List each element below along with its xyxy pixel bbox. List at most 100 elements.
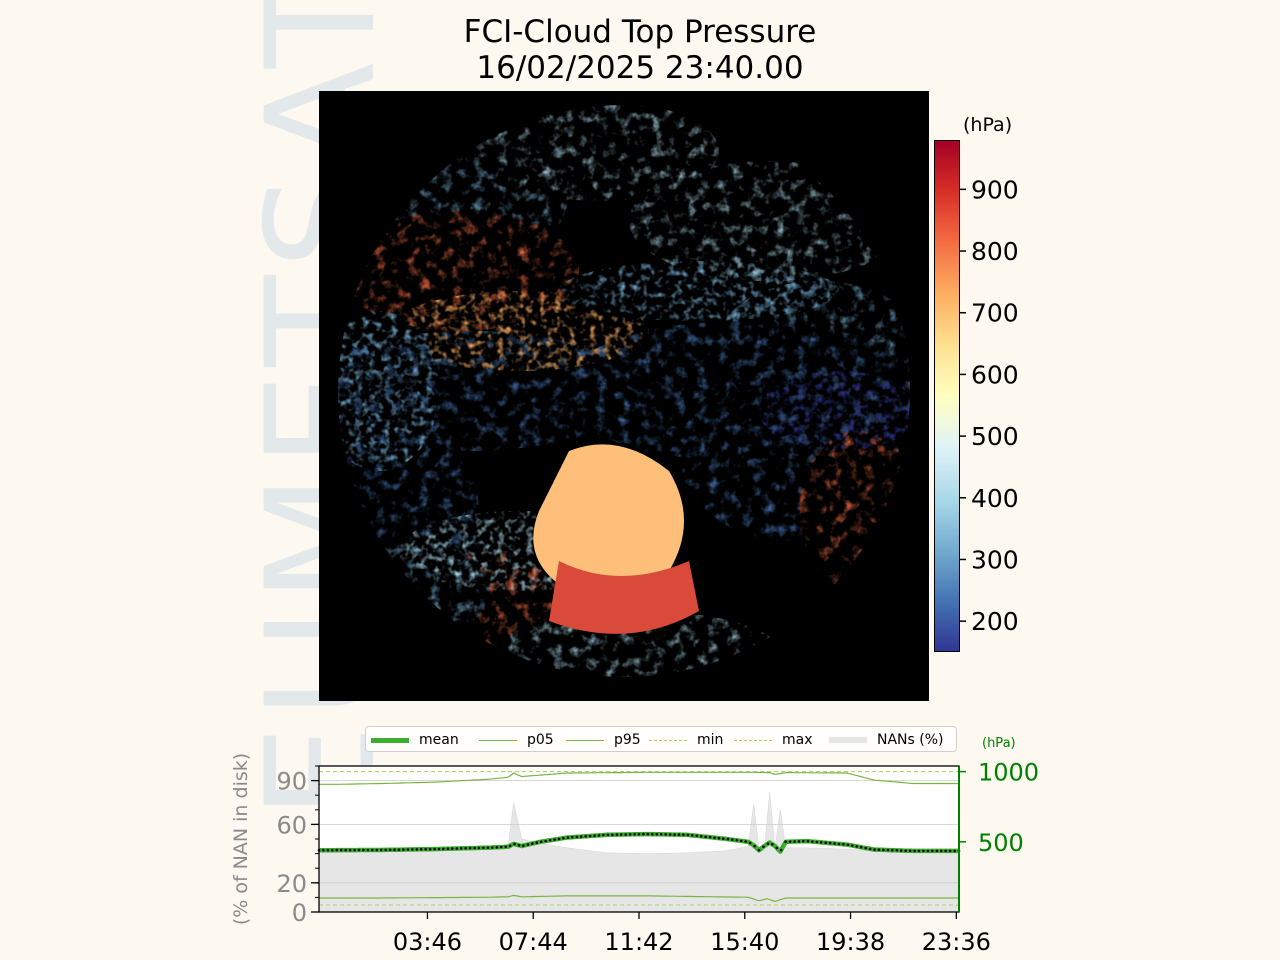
series-mean-point bbox=[944, 849, 947, 853]
series-mean-point bbox=[539, 840, 543, 843]
series-mean-point bbox=[926, 849, 930, 853]
series-mean-point bbox=[904, 849, 907, 852]
series-mean-point bbox=[566, 836, 570, 839]
series-mean-point bbox=[615, 833, 619, 836]
series-mean-point bbox=[717, 836, 721, 840]
series-mean-point bbox=[606, 833, 610, 837]
left-axis-tick-label: 60 bbox=[276, 811, 307, 839]
series-mean-point bbox=[842, 843, 845, 846]
series-mean-point bbox=[877, 848, 881, 851]
series-mean-point bbox=[775, 846, 779, 850]
series-mean-point bbox=[517, 844, 521, 847]
series-mean-point bbox=[331, 848, 334, 852]
series-mean-point bbox=[953, 849, 956, 853]
series-mean-point bbox=[771, 843, 774, 846]
series-mean-point bbox=[548, 839, 552, 842]
series-mean-point bbox=[335, 848, 339, 852]
series-mean-point bbox=[784, 840, 787, 844]
series-mean-point bbox=[571, 835, 574, 839]
series-mean-point bbox=[668, 833, 672, 836]
series-mean-point bbox=[762, 845, 765, 848]
series-mean-point bbox=[522, 844, 525, 847]
series-mean-point bbox=[931, 849, 934, 853]
series-mean-point bbox=[886, 848, 890, 852]
x-axis-tick-label: 19:38 bbox=[816, 928, 885, 956]
series-mean-point bbox=[584, 835, 587, 838]
x-axis-tick-label: 15:40 bbox=[710, 928, 779, 956]
series-mean-point bbox=[748, 841, 752, 845]
series-mean-point bbox=[788, 840, 792, 843]
series-mean-point bbox=[704, 835, 707, 839]
map-panel bbox=[319, 91, 929, 701]
series-mean-point bbox=[557, 837, 561, 841]
legend-swatch bbox=[649, 739, 687, 741]
series-mean-point bbox=[819, 841, 823, 844]
series-mean-point bbox=[348, 848, 352, 852]
series-mean-point bbox=[744, 840, 747, 843]
series-mean-point bbox=[642, 832, 645, 836]
series-mean-point bbox=[948, 849, 952, 853]
series-mean-point bbox=[739, 839, 743, 843]
series-mean-point bbox=[753, 844, 756, 848]
series-mean-point bbox=[864, 846, 867, 850]
series-mean-point bbox=[588, 834, 592, 838]
series-mean-point bbox=[611, 833, 614, 836]
series-mean-point bbox=[442, 847, 445, 851]
series-mean-point bbox=[846, 843, 850, 847]
series-mean-point bbox=[535, 841, 539, 844]
x-axis-tick-label: 11:42 bbox=[604, 928, 673, 956]
series-mean-point bbox=[677, 833, 681, 836]
series-mean-point bbox=[597, 834, 601, 837]
series-mean-point bbox=[651, 832, 654, 836]
series-mean-point bbox=[726, 837, 730, 841]
legend-label: p05 bbox=[527, 732, 554, 748]
series-mean-point bbox=[451, 847, 454, 850]
series-mean-point bbox=[393, 848, 396, 851]
legend-label: min bbox=[697, 732, 724, 748]
series-mean-point bbox=[922, 849, 925, 853]
series-mean-point bbox=[477, 846, 481, 850]
series-mean-point bbox=[322, 848, 325, 852]
series-mean-point bbox=[895, 849, 899, 852]
right-axis-tick-label: 1000 bbox=[978, 759, 1039, 787]
series-mean-point bbox=[899, 849, 903, 852]
series-mean-point bbox=[499, 845, 503, 849]
series-mean-point bbox=[326, 848, 330, 852]
series-mean-point bbox=[411, 848, 414, 851]
series-mean-point bbox=[446, 847, 450, 850]
series-mean-point bbox=[531, 842, 534, 845]
colorbar bbox=[934, 140, 960, 652]
series-mean-point bbox=[419, 848, 423, 851]
series-mean-point bbox=[939, 849, 943, 853]
series-mean-point bbox=[553, 838, 556, 841]
subtitle-line: 16/02/2025 23:40.00 bbox=[476, 50, 804, 86]
series-mean-point bbox=[913, 849, 916, 853]
series-mean-point bbox=[433, 847, 436, 851]
series-mean-point bbox=[873, 848, 876, 851]
series-mean-point bbox=[664, 833, 667, 836]
series-mean-point bbox=[455, 847, 459, 850]
legend-item: p95 bbox=[566, 727, 641, 753]
series-mean-point bbox=[735, 839, 739, 842]
legend-item: NANs (%) bbox=[829, 727, 944, 753]
series-mean-point bbox=[833, 842, 836, 845]
series-mean-point bbox=[379, 848, 383, 852]
series-mean-point bbox=[691, 834, 694, 837]
series-mean-point bbox=[811, 840, 814, 843]
x-axis-tick-label: 03:46 bbox=[393, 928, 462, 956]
series-mean-point bbox=[868, 847, 872, 851]
legend-item: min bbox=[649, 727, 723, 753]
series-mean-point bbox=[779, 848, 783, 852]
series-mean-point bbox=[353, 848, 356, 852]
series-mean-point bbox=[908, 849, 912, 853]
series-mean-point bbox=[464, 847, 468, 850]
legend-item: max bbox=[734, 727, 813, 753]
series-mean-point bbox=[495, 846, 499, 849]
legend-swatch bbox=[371, 737, 409, 743]
series-p95-line bbox=[319, 771, 959, 785]
series-mean-point bbox=[526, 843, 530, 846]
series-mean-point bbox=[851, 844, 854, 847]
series-mean-point bbox=[708, 835, 712, 839]
left-axis-tick-label: 0 bbox=[292, 899, 307, 927]
series-mean-point bbox=[366, 848, 370, 852]
